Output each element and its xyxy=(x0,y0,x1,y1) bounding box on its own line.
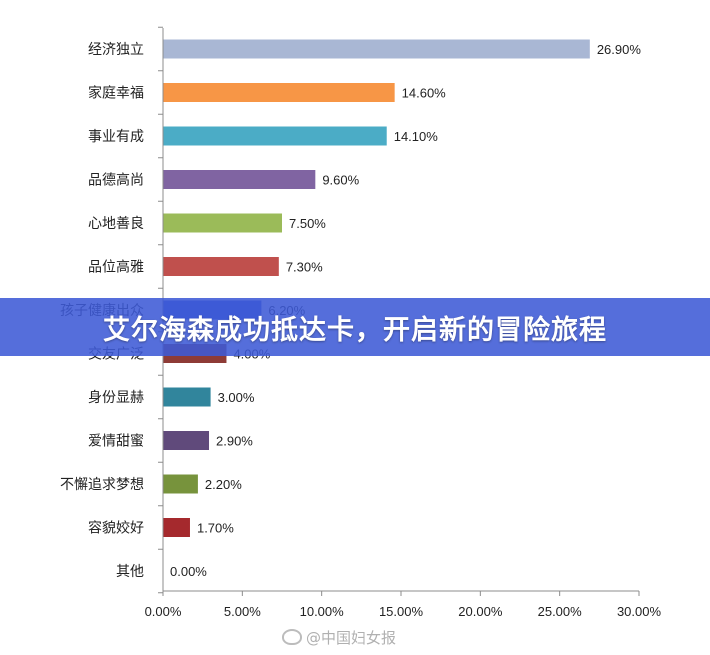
category-label: 心地善良 xyxy=(88,216,144,232)
x-tick-label: 0.00% xyxy=(145,604,182,619)
value-label: 0.00% xyxy=(170,564,207,579)
title-banner: 艾尔海森成功抵达卡，开启新的冒险旅程 xyxy=(0,298,710,356)
bar xyxy=(163,431,210,450)
bar xyxy=(163,257,279,276)
value-label: 7.50% xyxy=(289,216,326,231)
value-label: 1.70% xyxy=(197,521,234,536)
category-label: 身份显赫 xyxy=(88,390,144,406)
category-label: 其他 xyxy=(116,564,144,580)
value-label: 9.60% xyxy=(322,173,359,188)
bar xyxy=(163,126,387,146)
x-tick-label: 10.00% xyxy=(300,604,345,619)
x-tick-label: 30.00% xyxy=(617,604,662,619)
bar xyxy=(163,213,282,233)
value-label: 14.60% xyxy=(402,86,447,101)
category-label: 家庭幸福 xyxy=(88,85,144,102)
bar xyxy=(163,387,211,407)
watermark: @中国妇女报 xyxy=(282,624,396,650)
weibo-icon xyxy=(282,629,302,645)
category-label: 事业有成 xyxy=(88,129,144,145)
x-tick-label: 25.00% xyxy=(538,604,583,619)
category-label: 不懈追求梦想 xyxy=(60,476,144,493)
value-label: 2.90% xyxy=(216,434,253,449)
value-label: 7.30% xyxy=(286,260,323,275)
category-label: 品位高雅 xyxy=(88,259,144,276)
banner-text: 艾尔海森成功抵达卡，开启新的冒险旅程 xyxy=(103,314,607,346)
bar xyxy=(163,39,590,59)
bar xyxy=(163,170,316,189)
bar xyxy=(163,83,395,102)
value-label: 3.00% xyxy=(218,390,255,405)
category-label: 品德高尚 xyxy=(88,172,144,189)
value-label: 26.90% xyxy=(597,42,642,57)
watermark-text: @中国妇女报 xyxy=(306,628,397,647)
bar xyxy=(163,474,198,494)
category-label: 经济独立 xyxy=(88,42,144,58)
x-axis: 0.00% 5.00% 10.00% 15.00% 20.00% 25.00% 30.00% xyxy=(145,26,662,619)
x-tick-label: 20.00% xyxy=(458,604,503,619)
category-label: 爱情甜蜜 xyxy=(88,434,144,450)
value-label: 14.10% xyxy=(394,129,439,144)
x-tick-label: 5.00% xyxy=(224,604,261,619)
bar xyxy=(163,518,190,537)
category-label: 容貌姣好 xyxy=(88,520,144,537)
x-tick-label: 15.00% xyxy=(379,604,424,619)
value-label: 2.20% xyxy=(205,477,242,492)
